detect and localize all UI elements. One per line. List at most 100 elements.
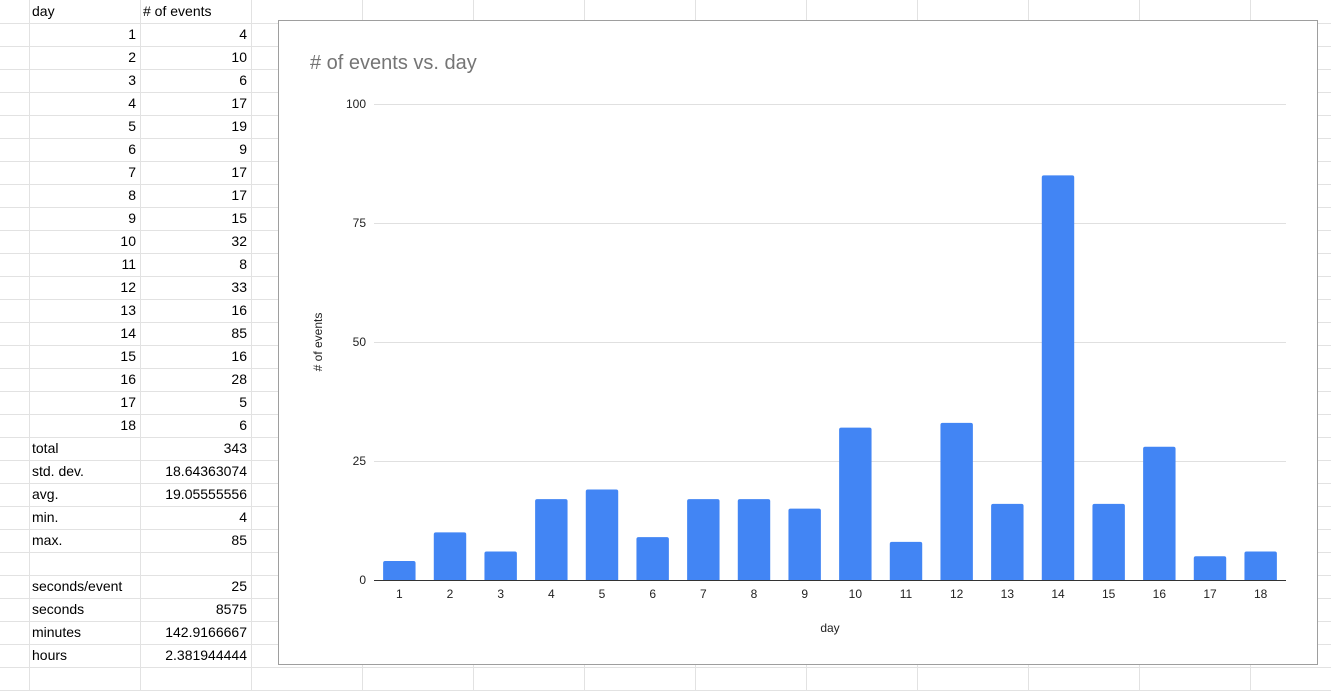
cell-stat-value[interactable]: 4 (239, 509, 247, 525)
bar-day-16[interactable] (1143, 446, 1176, 580)
x-tick-label: 11 (900, 587, 913, 601)
cell-day[interactable]: 11 (121, 256, 136, 272)
y-tick-label: 100 (346, 97, 366, 111)
bar-day-10[interactable] (839, 427, 872, 580)
cell-stat-value[interactable]: 18.64363074 (165, 463, 247, 479)
cell-day[interactable]: 2 (128, 49, 136, 65)
header-day[interactable]: day (32, 3, 55, 19)
cell-events[interactable]: 6 (239, 417, 247, 433)
cell-time-value[interactable]: 142.9166667 (165, 624, 247, 640)
cell-events[interactable]: 17 (231, 95, 247, 111)
cell-stat-label[interactable]: max. (32, 532, 63, 548)
bar-day-14[interactable] (1041, 175, 1075, 580)
bar-day-7[interactable] (687, 499, 720, 580)
cell-time-value[interactable]: 2.381944444 (165, 647, 247, 663)
y-tick-label: 50 (353, 335, 367, 349)
bar-day-18[interactable] (1244, 551, 1277, 580)
cell-events[interactable]: 17 (231, 187, 247, 203)
bar-day-6[interactable] (636, 537, 669, 580)
bar-day-4[interactable] (535, 499, 568, 580)
x-tick-label: 1 (396, 587, 403, 601)
x-tick-label: 5 (599, 587, 606, 601)
cell-stat-label[interactable]: avg. (32, 486, 59, 502)
cell-day[interactable]: 6 (128, 141, 136, 157)
cell-events[interactable]: 28 (231, 371, 247, 387)
cell-events[interactable]: 6 (239, 72, 247, 88)
cell-day[interactable]: 18 (120, 417, 136, 433)
x-tick-label: 12 (950, 587, 964, 601)
x-tick-label: 16 (1153, 587, 1167, 601)
bar-day-3[interactable] (484, 551, 517, 580)
cell-day[interactable]: 5 (128, 118, 136, 134)
x-tick-label: 18 (1254, 587, 1268, 601)
cell-day[interactable]: 17 (120, 394, 136, 410)
cell-events[interactable]: 10 (231, 49, 247, 65)
x-tick-label: 4 (548, 587, 555, 601)
cell-time-label[interactable]: seconds/event (32, 578, 123, 594)
cell-events[interactable]: 85 (231, 325, 247, 341)
cell-events[interactable]: 16 (231, 348, 247, 364)
y-axis-title: # of events (311, 313, 325, 372)
x-tick-label: 2 (447, 587, 454, 601)
y-tick-label: 75 (353, 216, 367, 230)
cell-day[interactable]: 14 (120, 325, 136, 341)
cell-events[interactable]: 32 (231, 233, 247, 249)
cell-events[interactable]: 15 (231, 210, 247, 226)
cell-events[interactable]: 33 (231, 279, 247, 295)
cell-events[interactable]: 17 (231, 164, 247, 180)
bar-day-9[interactable] (788, 508, 821, 580)
cell-day[interactable]: 13 (120, 302, 136, 318)
cell-stat-value[interactable]: 19.05555556 (165, 486, 247, 502)
cell-day[interactable]: 16 (120, 371, 136, 387)
x-tick-label: 17 (1203, 587, 1217, 601)
cell-day[interactable]: 4 (128, 95, 136, 111)
y-tick-label: 0 (359, 573, 366, 587)
bar-day-11[interactable] (889, 541, 923, 580)
cell-events[interactable]: 8 (239, 256, 247, 272)
x-tick-label: 3 (497, 587, 504, 601)
bar-day-13[interactable] (991, 503, 1024, 580)
cell-time-label[interactable]: hours (32, 647, 68, 663)
x-tick-label: 8 (751, 587, 758, 601)
cell-day[interactable]: 3 (128, 72, 136, 88)
bar-day-17[interactable] (1193, 556, 1227, 580)
cell-day[interactable]: 9 (128, 210, 136, 226)
y-tick-label: 25 (353, 454, 367, 468)
bar-day-8[interactable] (737, 499, 771, 580)
x-tick-label: 7 (700, 587, 707, 601)
cell-events[interactable]: 4 (239, 26, 247, 42)
header-events[interactable]: # of events (143, 3, 212, 19)
cell-stat-value[interactable]: 343 (223, 440, 247, 456)
x-tick-label: 10 (849, 587, 863, 601)
cell-day[interactable]: 12 (120, 279, 136, 295)
x-axis-title: day (820, 621, 839, 635)
cell-events[interactable]: 5 (239, 394, 247, 410)
cell-time-label[interactable]: minutes (32, 624, 82, 640)
bar-day-5[interactable] (585, 489, 619, 580)
bar-day-12[interactable] (940, 422, 973, 580)
cell-events[interactable]: 9 (239, 141, 247, 157)
cell-day[interactable]: 8 (128, 187, 136, 203)
cell-stat-value[interactable]: 85 (231, 532, 247, 548)
x-tick-label: 13 (1001, 587, 1015, 601)
cell-day[interactable]: 15 (120, 348, 136, 364)
bar-day-1[interactable] (383, 560, 416, 580)
cell-time-value[interactable]: 8575 (215, 601, 247, 617)
cell-time-label[interactable]: seconds (32, 601, 85, 617)
bar-chart[interactable]: # of events vs. day 0 25 50 75 100 1 2 3 4 5 6 7 8 9 1… (278, 20, 1318, 665)
cell-day[interactable]: 10 (120, 233, 136, 249)
cell-time-value[interactable]: 25 (231, 578, 247, 594)
cell-stat-label[interactable]: min. (32, 509, 59, 525)
cell-events[interactable]: 16 (231, 302, 247, 318)
chart-title: # of events vs. day (310, 52, 477, 74)
bar-day-2[interactable] (433, 532, 467, 580)
cell-events[interactable]: 19 (231, 118, 247, 134)
bar-day-15[interactable] (1092, 503, 1125, 580)
cell-stat-label[interactable]: std. dev. (32, 463, 84, 479)
x-tick-label: 15 (1102, 587, 1116, 601)
cell-day[interactable]: 7 (128, 164, 136, 180)
cell-day[interactable]: 1 (128, 26, 136, 42)
cell-stat-label[interactable]: total (32, 440, 59, 456)
